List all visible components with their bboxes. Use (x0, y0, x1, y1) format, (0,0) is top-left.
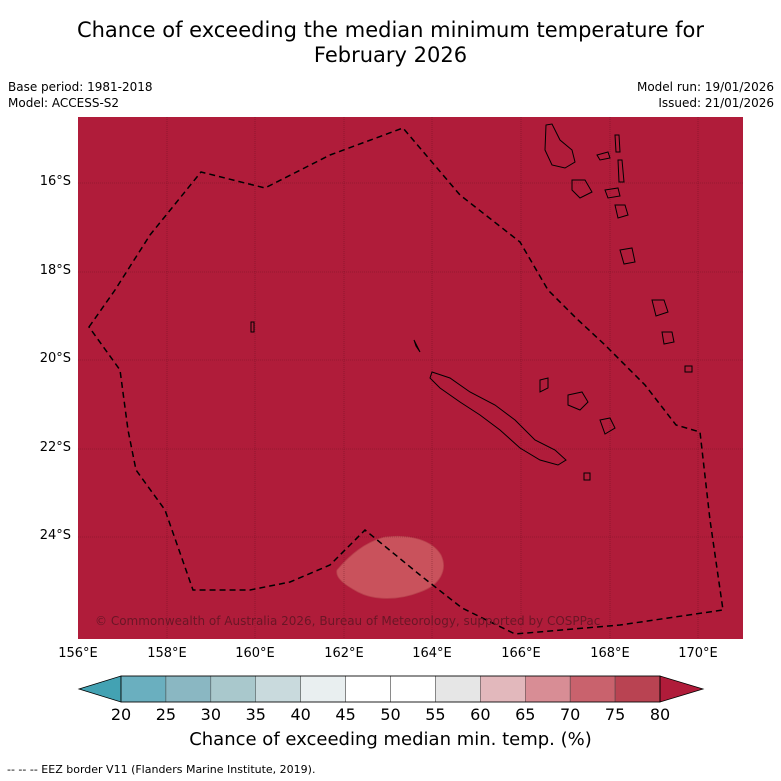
colorbar-segment (614, 675, 661, 703)
aneityum-coast (684, 365, 693, 373)
new-caledonia-coast (429, 371, 567, 466)
colorbar-title: Chance of exceeding median min. temp. (%… (189, 729, 592, 750)
colorbar-tick-label: 35 (245, 705, 266, 724)
map-copyright: © Commonwealth of Australia 2026, Bureau… (95, 614, 601, 628)
lon-label: 164°E (412, 646, 452, 661)
colorbar-tick-label: 65 (515, 705, 536, 724)
ambrym-coast (604, 187, 621, 199)
espiritu-santo-coast (544, 123, 576, 169)
lon-label: 162°E (324, 646, 364, 661)
lon-label: 160°E (235, 646, 275, 661)
colorbar-segment (255, 675, 301, 703)
lat-label: 18°S (39, 263, 71, 278)
colorbar-extension-low (77, 675, 122, 703)
belep-islands-coast (413, 339, 421, 353)
efate-coast (619, 247, 636, 265)
issued-date: Issued: 21/01/2026 (658, 96, 774, 110)
malekula-coast (571, 179, 593, 199)
colorbar-segment (390, 675, 436, 703)
lon-label: 156°E (58, 646, 98, 661)
colorbar-tick-label: 40 (290, 705, 311, 724)
colorbar-tick-label: 30 (200, 705, 221, 724)
erromango-coast (651, 299, 669, 317)
lat-label: 20°S (39, 351, 71, 366)
colorbar-segment (525, 675, 571, 703)
ambae-coast (596, 151, 611, 161)
meta-right: Model run: 19/01/2026 Issued: 21/01/2026 (637, 79, 774, 111)
colorbar-tick-label: 55 (425, 705, 446, 724)
colorbar-segment (210, 675, 256, 703)
coastlines (250, 123, 693, 481)
meta-left: Base period: 1981-2018 Model: ACCESS-S2 (8, 79, 153, 111)
colorbar-extension-high (659, 675, 705, 703)
tanna-coast (661, 331, 675, 345)
title-line-2: February 2026 (313, 43, 468, 67)
colorbar-segment (435, 675, 481, 703)
colorbar-segment (120, 675, 167, 703)
colorbar-segment (480, 675, 526, 703)
lon-label: 170°E (678, 646, 718, 661)
colorbar-tick-label: 70 (559, 705, 581, 724)
colorbar-tick-label: 60 (470, 705, 491, 724)
lon-label: 158°E (147, 646, 187, 661)
lon-label: 168°E (590, 646, 630, 661)
model-name: Model: ACCESS-S2 (8, 96, 120, 110)
probability-patch (336, 535, 444, 599)
isle-of-pines-coast (583, 472, 591, 481)
colorbar-segment (569, 675, 616, 703)
epi-coast (614, 204, 629, 219)
colorbar-segment (165, 675, 212, 703)
model-run: Model run: 19/01/2026 (636, 80, 774, 94)
base-period: Base period: 1981-2018 (8, 80, 153, 94)
colorbar-tick-label: 75 (604, 705, 626, 724)
loyalty-ouvea-coast (539, 377, 549, 393)
lon-label: 166°E (501, 646, 541, 661)
chart-title: Chance of exceeding the median minimum t… (0, 18, 781, 68)
colorbar-tick-label: 20 (110, 705, 132, 724)
loyalty-mare-coast (599, 417, 616, 435)
colorbar-tick-label: 80 (649, 705, 671, 724)
lat-label: 24°S (39, 528, 71, 543)
colorbar-tick-label: 50 (380, 705, 401, 724)
lat-label: 22°S (39, 440, 71, 455)
colorbar-segment (300, 675, 346, 703)
eez-footnote: -- -- -- EEZ border V11 (Flanders Marine… (7, 763, 316, 776)
lat-label: 16°S (39, 174, 71, 189)
pentecost-coast (617, 159, 625, 183)
loyalty-lifou-coast (567, 391, 589, 411)
colorbar-outline (120, 675, 661, 703)
rennell-coast (250, 321, 255, 333)
title-line-1: Chance of exceeding the median minimum t… (76, 18, 705, 42)
colorbar-tick-label: 25 (155, 705, 177, 724)
colorbar-tick-label: 45 (335, 705, 356, 724)
colorbar-segment (345, 675, 391, 703)
maewo-coast (614, 134, 621, 153)
eez-border (88, 127, 724, 635)
